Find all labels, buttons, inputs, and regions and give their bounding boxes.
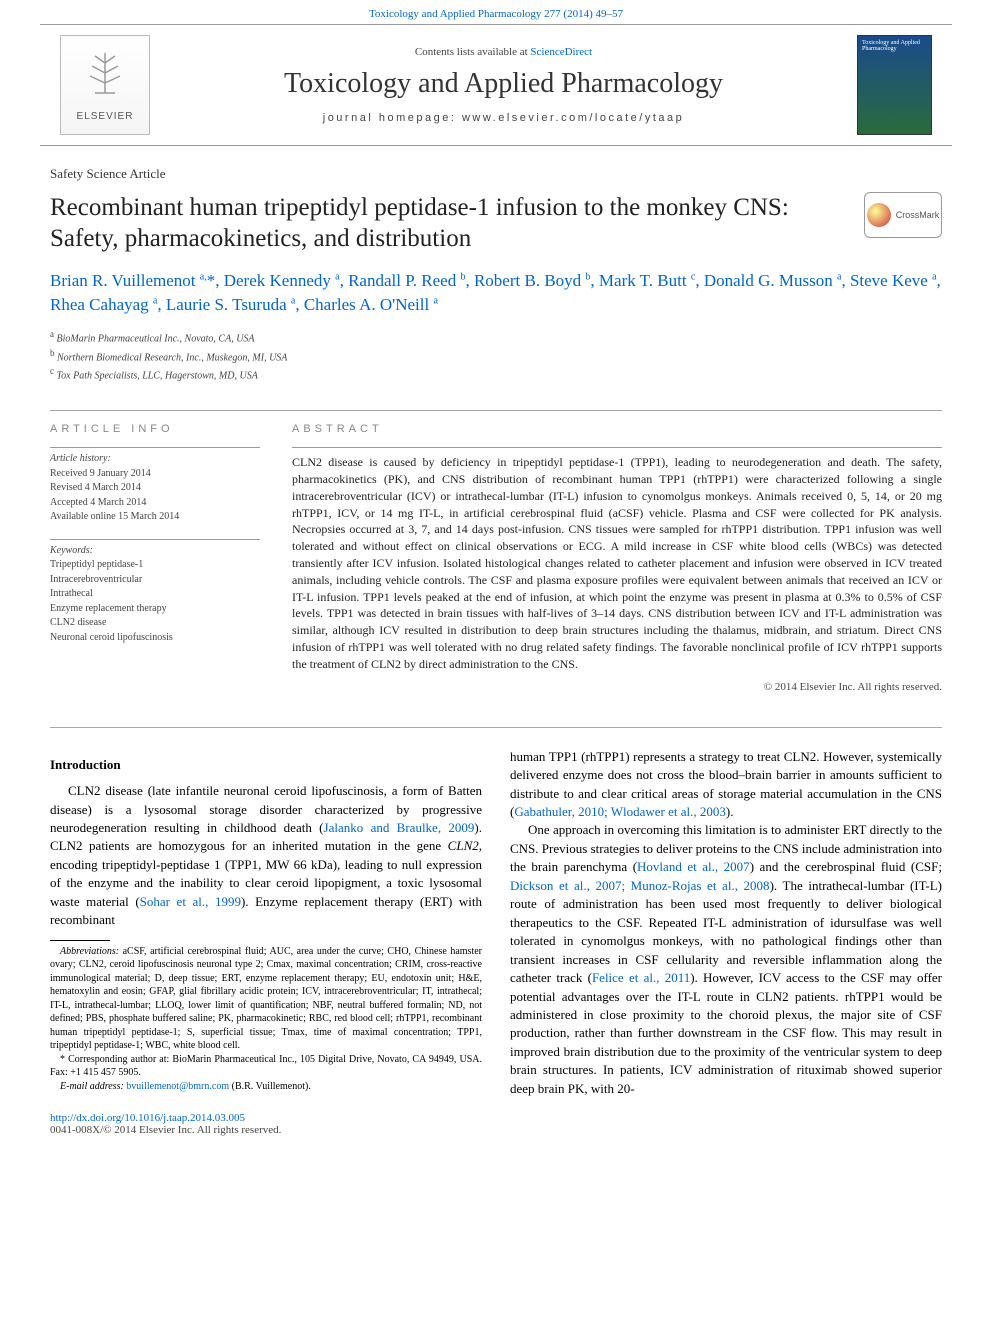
gene-name: CLN2 [448, 838, 479, 853]
citation-link[interactable]: Hovland et al., 2007 [637, 859, 750, 874]
email-link[interactable]: bvuillemenot@bmrn.com [126, 1081, 229, 1092]
doi-link[interactable]: http://dx.doi.org/10.1016/j.taap.2014.03… [50, 1112, 245, 1124]
header-citation: Toxicology and Applied Pharmacology 277 … [0, 0, 992, 24]
keyword: CLN2 disease [50, 616, 260, 631]
history-line: Available online 15 March 2014 [50, 510, 260, 525]
doi-line: http://dx.doi.org/10.1016/j.taap.2014.03… [50, 1112, 942, 1124]
masthead: ELSEVIER Contents lists available at Sci… [40, 24, 952, 146]
body-text: ). [726, 804, 734, 819]
publisher-logo: ELSEVIER [60, 35, 150, 135]
abbrev-label: Abbreviations: [60, 946, 119, 957]
body-text: ) and the cerebrospinal fluid (CSF; [750, 859, 942, 874]
divider [50, 727, 942, 728]
affiliation: b Northern Biomedical Research, Inc., Mu… [50, 347, 942, 366]
article-type: Safety Science Article [50, 166, 942, 182]
abstract-label: abstract [292, 423, 942, 435]
homepage-prefix: journal homepage: [323, 112, 462, 124]
crossmark-badge[interactable]: CrossMark [864, 192, 942, 238]
homepage-link[interactable]: www.elsevier.com/locate/ytaap [462, 112, 684, 124]
email-footnote: E-mail address: bvuillemenot@bmrn.com (B… [50, 1080, 482, 1094]
page-footer: http://dx.doi.org/10.1016/j.taap.2014.03… [0, 1108, 992, 1156]
affiliations: a BioMarin Pharmaceutical Inc., Novato, … [50, 328, 942, 384]
corresponding-footnote: * Corresponding author at: BioMarin Phar… [50, 1053, 482, 1080]
body-text: ). However, ICV access to the CSF may of… [510, 970, 942, 1096]
info-abstract-row: article info Article history: Received 9… [0, 411, 992, 710]
journal-cover-thumbnail: Toxicology and Applied Pharmacology [857, 35, 932, 135]
header-citation-link[interactable]: Toxicology and Applied Pharmacology 277 … [369, 8, 623, 20]
contents-prefix: Contents lists available at [415, 46, 530, 58]
keywords-block: Keywords: Tripeptidyl peptidase-1Intrace… [50, 539, 260, 646]
article-title: Recombinant human tripeptidyl peptidase-… [50, 192, 844, 255]
citation-link[interactable]: Sohar et al., 1999 [140, 894, 241, 909]
body-paragraph: human TPP1 (rhTPP1) represents a strateg… [510, 748, 942, 822]
body-paragraph: CLN2 disease (late infantile neuronal ce… [50, 782, 482, 930]
corr-text: Corresponding author at: BioMarin Pharma… [50, 1054, 482, 1079]
authors-list: Brian R. Vuillemenot a,*, Derek Kennedy … [50, 269, 942, 318]
elsevier-tree-icon [80, 48, 130, 107]
abbreviations-footnote: Abbreviations: aCSF, artificial cerebros… [50, 945, 482, 1053]
body-columns: Introduction CLN2 disease (late infantil… [0, 742, 992, 1109]
affiliation: c Tox Path Specialists, LLC, Hagerstown,… [50, 365, 942, 384]
footnotes-block: Abbreviations: aCSF, artificial cerebros… [50, 940, 482, 1094]
citation-link[interactable]: Dickson et al., 2007; Munoz-Rojas et al.… [510, 878, 770, 893]
abstract-column: abstract CLN2 disease is caused by defic… [292, 423, 942, 692]
journal-name: Toxicology and Applied Pharmacology [164, 68, 843, 100]
citation-link[interactable]: Jalanko and Braulke, 2009 [324, 820, 475, 835]
crossmark-label: CrossMark [896, 210, 940, 220]
article-info-column: article info Article history: Received 9… [50, 423, 260, 692]
history-line: Received 9 January 2014 [50, 467, 260, 482]
email-label: E-mail address: [60, 1081, 124, 1092]
article-info-label: article info [50, 423, 260, 435]
contents-line: Contents lists available at ScienceDirec… [164, 46, 843, 58]
citation-link[interactable]: Felice et al., 2011 [592, 970, 690, 985]
email-suffix: (B.R. Vuillemenot). [229, 1081, 311, 1092]
keyword: Tripeptidyl peptidase-1 [50, 558, 260, 573]
article-history: Article history: Received 9 January 2014… [50, 447, 260, 525]
publisher-name: ELSEVIER [77, 111, 134, 122]
abstract-copyright: © 2014 Elsevier Inc. All rights reserved… [292, 681, 942, 693]
journal-homepage: journal homepage: www.elsevier.com/locat… [164, 112, 843, 124]
issn-line: 0041-008X/© 2014 Elsevier Inc. All right… [50, 1124, 942, 1136]
introduction-heading: Introduction [50, 756, 482, 774]
history-line: Revised 4 March 2014 [50, 481, 260, 496]
crossmark-icon [867, 203, 891, 227]
citation-link[interactable]: Gabathuler, 2010; Wlodawer et al., 2003 [514, 804, 726, 819]
footnote-rule [50, 940, 110, 941]
article-header: Safety Science Article Recombinant human… [0, 146, 992, 394]
affiliation: a BioMarin Pharmaceutical Inc., Novato, … [50, 328, 942, 347]
abbrev-text: aCSF, artificial cerebrospinal fluid; AU… [50, 946, 482, 1052]
body-paragraph: One approach in overcoming this limitati… [510, 821, 942, 1098]
sciencedirect-link[interactable]: ScienceDirect [530, 46, 592, 58]
keywords-label: Keywords: [50, 544, 260, 559]
keyword: Intracerebroventricular [50, 573, 260, 588]
keyword: Neuronal ceroid lipofuscinosis [50, 631, 260, 646]
history-label: Article history: [50, 452, 260, 467]
history-line: Accepted 4 March 2014 [50, 496, 260, 511]
keyword: Intrathecal [50, 587, 260, 602]
masthead-center: Contents lists available at ScienceDirec… [164, 46, 843, 124]
abstract-text: CLN2 disease is caused by deficiency in … [292, 454, 942, 672]
body-text: ). The intrathecal-lumbar (IT-L) route o… [510, 878, 942, 985]
keyword: Enzyme replacement therapy [50, 602, 260, 617]
